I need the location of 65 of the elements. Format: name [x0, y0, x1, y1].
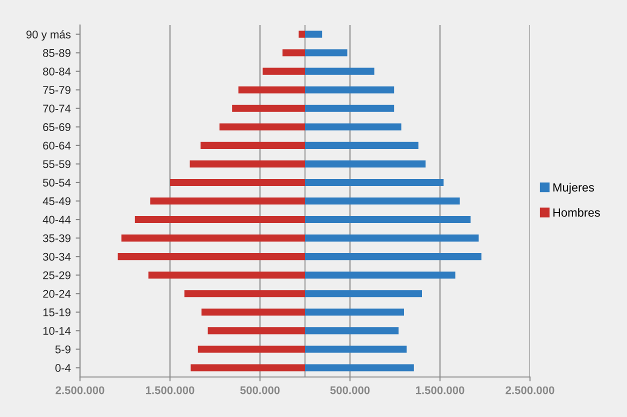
bar: [305, 68, 374, 75]
bar: [305, 290, 422, 298]
bar: [305, 308, 404, 316]
bar: [150, 197, 305, 205]
y-tick-label: 50-54: [43, 178, 71, 187]
bar: [202, 308, 305, 316]
y-tick-label: 0-4: [55, 364, 71, 372]
y-tick-label: 40-44: [42, 216, 71, 224]
bar: [305, 253, 482, 260]
y-tick-label: 25-29: [43, 271, 70, 280]
bar: [305, 142, 418, 149]
bar: [220, 123, 305, 130]
bar: [134, 216, 305, 224]
bar: [305, 86, 394, 94]
bar: [298, 30, 305, 38]
y-tick-label: 85-89: [43, 49, 70, 57]
x-tick-label: 2.500.000: [56, 386, 104, 394]
bar: [305, 30, 322, 38]
bar: [305, 178, 444, 186]
y-tick-label: 45-49: [42, 197, 70, 206]
y-tick-label: 90 y más: [26, 30, 71, 41]
bar: [238, 86, 305, 94]
bar: [305, 234, 479, 242]
y-tick-label: 5-9: [55, 345, 70, 354]
bar: [184, 290, 305, 298]
y-tick-label: 60-64: [43, 142, 71, 150]
bar: [305, 49, 348, 56]
bar: [232, 104, 305, 112]
bar: [262, 68, 305, 75]
x-tick-label: 2.500.000: [506, 386, 554, 394]
y-tick-label: 15-19: [43, 308, 70, 316]
bar: [118, 253, 305, 260]
bar: [305, 104, 394, 112]
bar: [170, 178, 305, 186]
y-tick-label: 30-34: [42, 252, 71, 261]
x-tick-label: 1.500.000: [146, 386, 194, 394]
bar: [198, 346, 305, 353]
y-tick-label: 75-79: [43, 86, 70, 94]
bar: [305, 364, 414, 372]
x-tick-label: 500.000: [240, 386, 280, 394]
bar: [190, 160, 305, 168]
y-tick-label: 55-59: [43, 160, 70, 168]
bar: [305, 197, 460, 205]
bar: [305, 346, 407, 353]
bar: [148, 272, 305, 279]
bar: [305, 160, 426, 168]
bar: [305, 216, 471, 224]
y-tick-label: 20-24: [43, 290, 71, 298]
bar: [200, 142, 305, 149]
y-tick-label: 70-74: [43, 104, 71, 113]
legend-label: Mujeres: [553, 182, 594, 194]
y-tick-label: 80-84: [43, 68, 71, 76]
bar: [208, 327, 305, 334]
bar: [121, 234, 305, 242]
bar: [305, 272, 456, 279]
y-tick-label: 65-69: [43, 123, 70, 132]
bar: [190, 364, 305, 372]
y-tick-label: 10-14: [43, 326, 71, 335]
x-tick-label: 500.000: [330, 386, 370, 394]
legend-label: Hombres: [553, 208, 600, 217]
y-tick-label: 35-39: [42, 234, 70, 242]
bar: [305, 123, 402, 130]
x-tick-label: 1.500.000: [416, 386, 464, 394]
bar: [282, 49, 305, 56]
bar: [305, 327, 399, 334]
